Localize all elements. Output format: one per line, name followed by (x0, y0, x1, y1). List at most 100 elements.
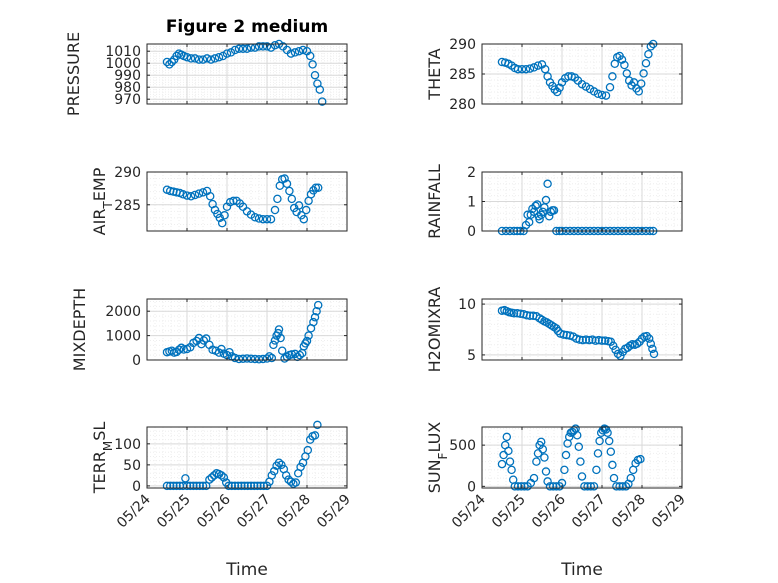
y-tick-label: 0 (467, 224, 476, 240)
subplot-h2omixra: 5 10 H2OMIXRA (425, 287, 683, 372)
data-point (285, 186, 294, 196)
x-tick-label: 05/26 (529, 491, 569, 531)
data-point (576, 457, 585, 466)
data-point (227, 481, 237, 491)
data-point (309, 317, 318, 327)
data-point (249, 481, 259, 491)
data-point (270, 40, 280, 50)
x-tick-label: 05/28 (609, 492, 649, 532)
data-point (199, 336, 209, 345)
data-point (507, 465, 516, 475)
data-point (190, 190, 200, 200)
data-point (522, 311, 532, 320)
data-point (308, 60, 317, 69)
data-point (541, 195, 551, 205)
data-point (636, 79, 646, 88)
data-point (273, 194, 282, 204)
y-tick-label: 100 (114, 437, 141, 453)
data-point (310, 431, 320, 440)
x-tick-label: 05/24 (114, 491, 154, 531)
y-tick-label: 1000 (105, 56, 141, 72)
y-tick-label: 290 (114, 165, 141, 181)
data-point (215, 213, 225, 223)
data-point (609, 473, 619, 483)
data-point (559, 330, 568, 339)
data-point (648, 344, 657, 354)
x-tick-label: 05/29 (314, 492, 354, 532)
y-tick-label: 5 (467, 348, 476, 364)
data-point (639, 69, 648, 78)
data-point (280, 174, 289, 183)
data-point (267, 471, 277, 480)
data-point (575, 335, 584, 344)
y-tick-label: 2000 (105, 304, 141, 320)
data-point (574, 442, 584, 452)
data-point (277, 460, 286, 470)
y-tick-label: 285 (114, 198, 141, 214)
data-point (615, 482, 624, 491)
data-point (310, 70, 320, 80)
y-tick-label: 285 (449, 67, 476, 83)
minor-grid (147, 427, 347, 488)
data-point (304, 331, 313, 340)
data-point (178, 190, 188, 199)
y-tick-label: 1000 (105, 329, 141, 345)
data-point (254, 42, 264, 51)
data-point (540, 203, 549, 212)
data-point (237, 481, 246, 491)
y-axis-label: TERRMSL (90, 422, 115, 495)
data-point (521, 64, 531, 74)
data-point (270, 205, 280, 215)
data-point (189, 481, 198, 491)
data-point (243, 481, 253, 491)
data-point (624, 76, 634, 85)
data-point (305, 51, 315, 61)
data-point (194, 55, 204, 64)
data-point (583, 482, 592, 491)
data-point (281, 471, 291, 480)
data-point (194, 189, 204, 198)
x-tick-label: 05/29 (649, 492, 689, 532)
data-point (224, 481, 233, 491)
data-point (313, 420, 322, 430)
data-point (202, 54, 212, 63)
data-point (589, 482, 599, 491)
data-point (504, 446, 513, 456)
data-point (646, 42, 656, 51)
data-point (262, 481, 272, 491)
data-point (269, 340, 278, 350)
y-tick-label: 2 (467, 165, 476, 181)
data-point (177, 343, 186, 353)
data-point (529, 207, 539, 217)
data-point (560, 465, 569, 475)
data-point (262, 354, 272, 363)
data-point (182, 52, 192, 62)
data-point (552, 87, 562, 97)
axes-box (146, 171, 348, 232)
data-point (533, 61, 543, 70)
data-point (162, 57, 172, 67)
data-point (250, 354, 260, 364)
data-point (311, 183, 321, 192)
data-series (162, 174, 323, 228)
data-point (620, 60, 629, 70)
data-series (497, 305, 659, 361)
y-tick-label: 980 (114, 80, 141, 96)
data-point (302, 336, 312, 346)
data-point (296, 462, 305, 472)
data-point (621, 482, 631, 491)
data-point (220, 211, 229, 220)
data-point (274, 325, 284, 334)
x-tick-label: 05/28 (274, 492, 314, 532)
data-point (581, 335, 591, 344)
x-tick-label: 05/26 (194, 491, 234, 531)
data-point (246, 354, 256, 364)
data-point (217, 344, 226, 354)
data-point (604, 436, 614, 446)
x-tick-label: 05/25 (489, 492, 529, 532)
data-point (317, 97, 327, 106)
data-point (605, 82, 615, 92)
